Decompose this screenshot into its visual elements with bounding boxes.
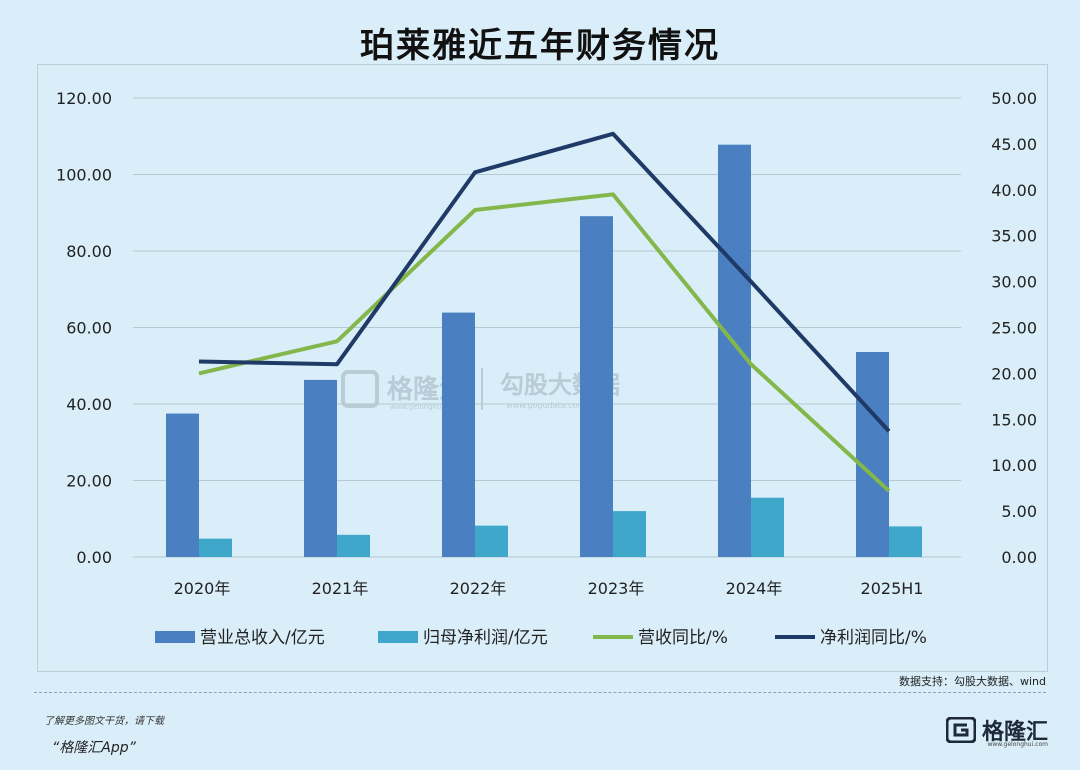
legend-label: 营收同比/% (638, 628, 728, 648)
bar-revenue (580, 216, 613, 557)
watermark-url-right: www.gogudata.com (506, 401, 585, 410)
bar-net-profit (199, 538, 232, 557)
y-right-tick-label: 15.00 (991, 410, 1037, 429)
chart-frame (37, 64, 1048, 672)
x-tick-label: 2025H1 (861, 579, 924, 598)
x-tick-label: 2022年 (450, 579, 507, 598)
brand-url: www.gelonghui.com (987, 741, 1048, 748)
bar-revenue (166, 413, 199, 557)
watermark-logo-icon (341, 370, 379, 408)
y-left-tick-label: 0.00 (76, 548, 112, 567)
brand-name: 格隆汇 (981, 720, 1048, 745)
x-tick-label: 2020年 (174, 579, 231, 598)
watermark-url-left: www.gelonghui.com (390, 403, 461, 411)
legend-swatch (378, 631, 418, 643)
bar-net-profit (889, 526, 922, 557)
y-left-tick-label: 60.00 (66, 319, 112, 338)
legend-swatch (155, 631, 195, 643)
brand-g-icon (945, 717, 976, 743)
x-tick-label: 2021年 (312, 579, 369, 598)
bar-net-profit (337, 534, 370, 557)
y-left-tick-label: 80.00 (66, 242, 112, 261)
y-right-tick-label: 30.00 (991, 273, 1037, 292)
chart-title: 珀莱雅近五年财务情况 (360, 26, 720, 66)
y-left-tick-label: 100.00 (56, 166, 112, 185)
y-right-tick-label: 35.00 (991, 227, 1037, 246)
bar-net-profit (613, 511, 646, 557)
y-right-tick-label: 50.00 (991, 89, 1037, 108)
bar-revenue (718, 144, 751, 558)
footer-app-name: “格隆汇App” (52, 740, 136, 756)
legend-label: 归母净利润/亿元 (423, 628, 548, 648)
legend-label: 营业总收入/亿元 (200, 628, 325, 648)
watermark: 格隆汇www.gelonghui.com勾股大数据www.gogudata.co… (341, 368, 620, 411)
y-right-tick-label: 10.00 (991, 456, 1037, 475)
bar-net-profit (475, 525, 508, 557)
bar-net-profit (751, 497, 784, 557)
y-left-tick-label: 40.00 (66, 395, 112, 414)
brand-logo: 格隆汇 www.gelonghui.com (945, 714, 1048, 748)
y-right-tick-label: 20.00 (991, 364, 1037, 383)
legend-label: 净利润同比/% (820, 628, 927, 648)
line-revenue-yoy (198, 192, 891, 493)
y-right-tick-label: 40.00 (991, 181, 1037, 200)
bar-revenue (442, 312, 475, 557)
y-right-tick-label: 0.00 (1001, 548, 1037, 567)
y-left-tick-label: 20.00 (66, 472, 112, 491)
divider (34, 692, 1046, 693)
y-right-tick-label: 5.00 (1001, 502, 1037, 521)
bar-revenue (856, 351, 889, 557)
y-right-tick-label: 25.00 (991, 319, 1037, 338)
x-tick-label: 2024年 (726, 579, 783, 598)
line-net-profit-yoy (198, 131, 891, 433)
y-left-tick-label: 120.00 (56, 89, 112, 108)
y-right-tick-label: 45.00 (991, 135, 1037, 154)
x-tick-label: 2023年 (588, 579, 645, 598)
source-note: 数据支持：勾股大数据、wind (898, 675, 1046, 688)
bar-revenue (304, 379, 337, 557)
footer-tip: 了解更多图文干货，请下载 (44, 716, 164, 727)
